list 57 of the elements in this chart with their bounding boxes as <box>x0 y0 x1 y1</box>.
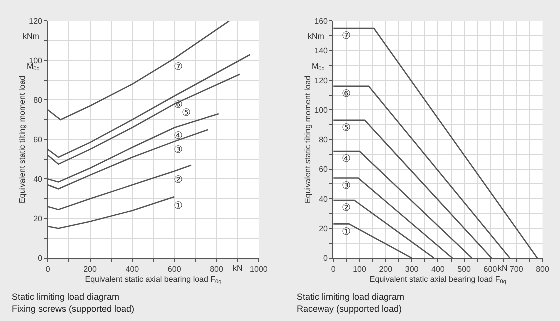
series-label: ⑤ <box>182 108 191 119</box>
y-tick-label: 40 <box>319 194 329 204</box>
x-tick-label: 800 <box>536 264 550 274</box>
y-axis-title: Equivalent static tilting moment load <box>18 76 27 204</box>
series-label: ⑤ <box>342 123 351 134</box>
x-tick-label: 1000 <box>250 264 268 274</box>
y-tick-label: 60 <box>319 165 329 174</box>
text: M$_{0q}$ <box>312 62 325 73</box>
x-tick-label: 400 <box>126 264 140 274</box>
series-label: ⑦ <box>174 62 183 73</box>
series-label: ⑦ <box>342 31 351 42</box>
series-label: ② <box>342 203 351 214</box>
x-axis-title: Equivalent static axial bearing load F$_{0q}$ <box>370 274 506 286</box>
text: Raceway (supported load) <box>297 304 402 314</box>
series-label: ③ <box>174 145 183 156</box>
x-tick-label: 100 <box>353 264 367 274</box>
series-label: ⑥ <box>174 100 183 111</box>
y-tick-label: 0 <box>324 254 329 264</box>
text: Fixing screws (supported load) <box>12 304 135 314</box>
x-tick-label: 700 <box>510 264 524 274</box>
series-label: ① <box>174 201 183 212</box>
y-tick-label: 120 <box>314 76 329 86</box>
x-axis-title: Equivalent static axial bearing load F$_{0q}$ <box>85 274 222 286</box>
text: kNm <box>23 32 40 41</box>
x-tick-label: 600 <box>168 264 182 274</box>
series-label: ② <box>174 175 183 186</box>
x-tick-label: 200 <box>379 264 394 274</box>
y-tick-label: 100 <box>314 106 329 115</box>
x-tick-label: 0 <box>331 264 336 274</box>
y-tick-label: 20 <box>34 214 44 224</box>
x-tick-label: 500 <box>458 264 472 274</box>
series-label: ④ <box>174 131 183 142</box>
y-axis-title: Equivalent static tilting moment load <box>303 76 312 204</box>
text: Static limiting load diagram <box>297 292 405 302</box>
y-tick-label: 60 <box>34 136 44 145</box>
text: kN <box>233 264 243 273</box>
x-tick-label: 300 <box>405 264 420 274</box>
text: kN <box>498 264 508 273</box>
y-tick-label: 140 <box>314 46 329 56</box>
x-tick-label: 400 <box>431 264 446 274</box>
x-tick-label: 0 <box>46 264 51 274</box>
x-tick-label: 600 <box>484 264 498 274</box>
y-tick-label: 120 <box>29 16 44 26</box>
y-tick-label: 80 <box>319 136 329 145</box>
text: kNm <box>308 32 325 41</box>
series-label: ⑥ <box>342 89 351 100</box>
series-label: ③ <box>342 181 351 192</box>
x-tick-label: 800 <box>210 264 224 274</box>
text: Static limiting load diagram <box>12 292 120 302</box>
series-label: ④ <box>342 154 351 165</box>
y-tick-label: 0 <box>38 254 44 264</box>
y-tick-label: 80 <box>34 96 44 105</box>
x-tick-label: 200 <box>84 264 98 274</box>
y-tick-label: 160 <box>314 16 329 26</box>
y-tick-label: 20 <box>319 224 329 234</box>
y-tick-label: 40 <box>34 175 44 184</box>
series-label: ① <box>342 227 351 238</box>
